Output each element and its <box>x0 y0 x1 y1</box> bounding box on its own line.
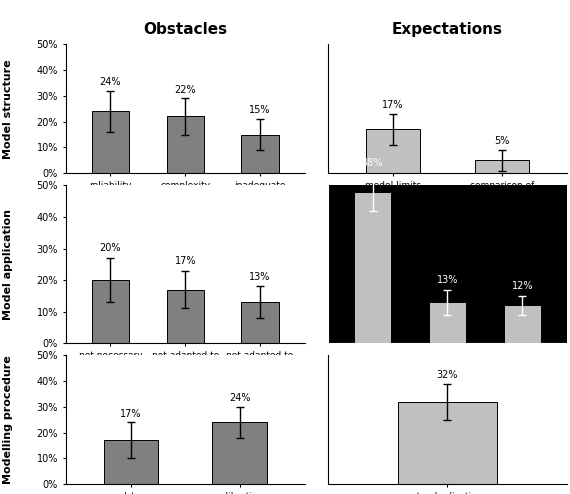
Bar <box>503 305 541 343</box>
Bar <box>166 117 204 173</box>
Bar <box>354 192 392 343</box>
Text: 48%: 48% <box>362 158 383 168</box>
Text: 17%: 17% <box>174 256 196 266</box>
Text: Expectations: Expectations <box>392 22 503 37</box>
Bar <box>366 129 420 173</box>
Text: 5%: 5% <box>494 136 510 146</box>
Text: 12%: 12% <box>511 281 533 291</box>
Text: 13%: 13% <box>250 272 271 282</box>
Bar <box>429 302 466 343</box>
Bar <box>475 160 529 173</box>
Bar <box>213 422 267 484</box>
Text: Modelling procedure: Modelling procedure <box>3 355 13 484</box>
Text: 15%: 15% <box>249 105 271 115</box>
Text: 13%: 13% <box>437 275 458 285</box>
Bar <box>92 111 129 173</box>
Text: 32%: 32% <box>437 370 458 380</box>
Text: 22%: 22% <box>174 84 196 95</box>
Bar <box>104 440 158 484</box>
Text: Model structure: Model structure <box>3 59 13 159</box>
Text: Obstacles: Obstacles <box>143 22 227 37</box>
Bar <box>398 402 497 484</box>
Text: 17%: 17% <box>120 409 141 418</box>
Text: Model application: Model application <box>3 209 13 320</box>
Bar <box>241 134 279 173</box>
Bar <box>241 302 279 343</box>
Text: 24%: 24% <box>100 77 121 87</box>
Text: 24%: 24% <box>229 393 250 403</box>
Bar <box>166 289 204 343</box>
Text: 17%: 17% <box>382 100 404 110</box>
Text: 20%: 20% <box>100 243 121 253</box>
Bar <box>92 280 129 343</box>
